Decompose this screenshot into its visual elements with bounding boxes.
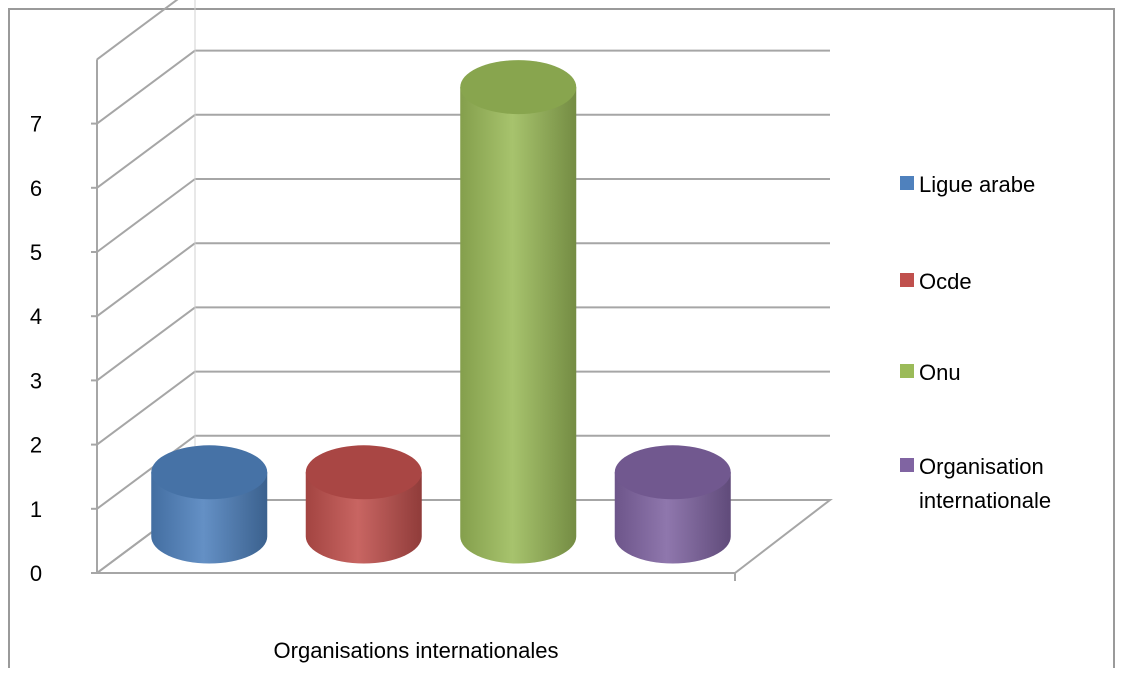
legend-label: internationale <box>919 488 1051 513</box>
legend-swatch <box>900 273 914 287</box>
bar-top <box>151 445 268 500</box>
y-tick-label: 4 <box>30 304 42 329</box>
y-tick-label: 0 <box>30 561 42 586</box>
legend-label: Ocde <box>919 269 972 294</box>
legend-item: Onu <box>900 360 961 385</box>
legend-item: Ocde <box>900 269 972 294</box>
bar-ocde <box>305 445 422 564</box>
legend-label: Ligue arabe <box>919 172 1035 197</box>
y-tick-label: 2 <box>30 433 42 458</box>
gridline <box>96 49 830 125</box>
legend: Ligue arabe Ocde Onu Organisation internatio… <box>900 172 1051 513</box>
legend-label: Organisation <box>919 454 1044 479</box>
legend-label: Onu <box>919 360 961 385</box>
y-axis: 0 1 2 3 4 5 6 7 <box>30 112 97 586</box>
legend-item: Ligue arabe <box>900 172 1035 197</box>
y-tick-label: 3 <box>30 368 42 393</box>
x-category-label: Organisations internationales <box>274 638 559 663</box>
y-tick-label: 1 <box>30 497 42 522</box>
y-tick-label: 5 <box>30 240 42 265</box>
legend-item: Organisation internationale <box>900 454 1051 513</box>
bar-top <box>460 60 577 115</box>
bars <box>151 60 731 564</box>
bar-ligue-arabe <box>151 445 268 564</box>
bar-organisation-internationale <box>614 445 731 564</box>
y-tick-label: 6 <box>30 176 42 201</box>
y-tick-label: 7 <box>30 112 42 137</box>
legend-swatch <box>900 176 914 190</box>
bar-top <box>614 445 731 500</box>
bar-onu <box>460 60 577 564</box>
chart-frame <box>8 8 1115 668</box>
legend-swatch <box>900 364 914 378</box>
legend-swatch <box>900 458 914 472</box>
gridline <box>96 0 179 61</box>
bar-top <box>305 445 422 500</box>
bar-body <box>460 87 577 564</box>
